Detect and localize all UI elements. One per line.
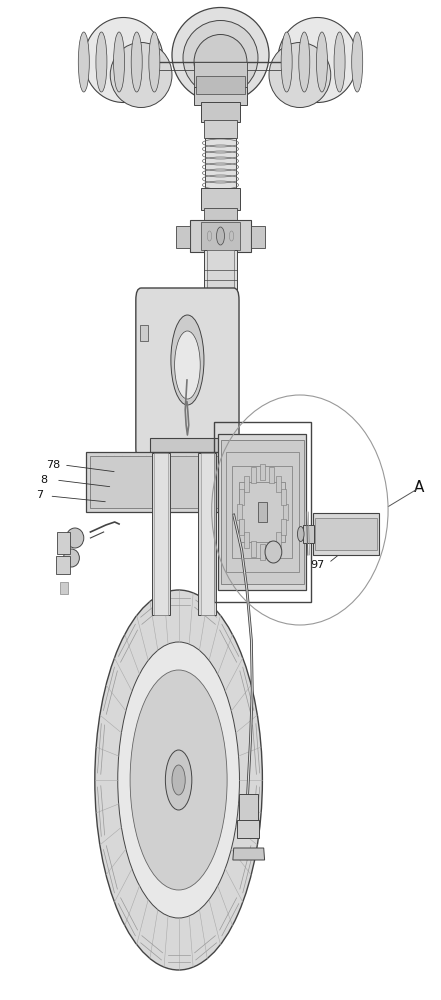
- Ellipse shape: [165, 750, 192, 810]
- Ellipse shape: [66, 528, 84, 548]
- Ellipse shape: [265, 541, 282, 563]
- Ellipse shape: [114, 32, 124, 92]
- Bar: [251, 467, 256, 483]
- Bar: [60, 582, 68, 594]
- Ellipse shape: [64, 549, 79, 567]
- Bar: [239, 482, 285, 542]
- Bar: [260, 464, 265, 480]
- Bar: [201, 102, 240, 122]
- Bar: [269, 467, 274, 483]
- Bar: [57, 532, 70, 554]
- Bar: [260, 544, 265, 560]
- Text: 97: 97: [310, 560, 325, 570]
- Ellipse shape: [299, 32, 310, 92]
- Bar: [207, 250, 234, 300]
- Bar: [239, 794, 258, 822]
- Bar: [194, 62, 247, 90]
- Ellipse shape: [217, 227, 224, 245]
- Bar: [239, 519, 244, 535]
- Bar: [281, 519, 286, 535]
- Ellipse shape: [95, 590, 262, 970]
- Bar: [201, 453, 214, 615]
- Bar: [201, 222, 240, 250]
- Text: 17: 17: [266, 505, 280, 515]
- Ellipse shape: [297, 526, 304, 542]
- Ellipse shape: [334, 32, 345, 92]
- Bar: [251, 541, 256, 557]
- Ellipse shape: [352, 32, 363, 92]
- Bar: [176, 226, 190, 248]
- Bar: [303, 525, 314, 543]
- Ellipse shape: [171, 315, 204, 405]
- Ellipse shape: [172, 765, 185, 795]
- Bar: [276, 532, 281, 548]
- Bar: [140, 325, 148, 341]
- Polygon shape: [233, 848, 265, 860]
- Bar: [190, 220, 251, 252]
- Bar: [239, 489, 244, 505]
- Bar: [243, 532, 249, 548]
- Bar: [86, 452, 304, 512]
- Bar: [218, 434, 306, 590]
- Bar: [315, 518, 377, 550]
- Ellipse shape: [78, 32, 89, 92]
- Text: 78: 78: [46, 460, 60, 470]
- Bar: [232, 466, 292, 558]
- Ellipse shape: [281, 32, 292, 92]
- Bar: [226, 452, 299, 572]
- FancyBboxPatch shape: [136, 288, 239, 460]
- Bar: [201, 188, 240, 210]
- Bar: [154, 453, 168, 615]
- Text: 8: 8: [41, 475, 48, 485]
- Ellipse shape: [172, 7, 269, 103]
- Ellipse shape: [278, 17, 357, 103]
- Text: A: A: [414, 481, 424, 495]
- Bar: [214, 422, 311, 602]
- Bar: [205, 138, 236, 190]
- Bar: [204, 120, 237, 138]
- Bar: [269, 541, 274, 557]
- Ellipse shape: [175, 331, 200, 399]
- Bar: [204, 250, 237, 300]
- Bar: [221, 440, 304, 584]
- Bar: [152, 453, 170, 615]
- Bar: [283, 504, 288, 520]
- Bar: [313, 513, 379, 555]
- Bar: [194, 87, 247, 105]
- Ellipse shape: [194, 34, 247, 90]
- Bar: [237, 504, 242, 520]
- Bar: [281, 489, 286, 505]
- Ellipse shape: [110, 42, 172, 107]
- Ellipse shape: [130, 670, 227, 890]
- Bar: [276, 476, 281, 492]
- Bar: [237, 820, 259, 838]
- Ellipse shape: [183, 20, 258, 96]
- Bar: [150, 438, 225, 452]
- Bar: [204, 208, 237, 222]
- Bar: [90, 456, 300, 508]
- Bar: [243, 476, 249, 492]
- Bar: [198, 453, 216, 615]
- Bar: [56, 556, 70, 574]
- Ellipse shape: [269, 42, 331, 107]
- Ellipse shape: [316, 32, 327, 92]
- Bar: [258, 502, 267, 522]
- Bar: [251, 226, 265, 248]
- Ellipse shape: [131, 32, 142, 92]
- Bar: [196, 76, 245, 94]
- Bar: [154, 452, 220, 464]
- Ellipse shape: [84, 17, 163, 103]
- Text: 7: 7: [36, 490, 43, 500]
- Ellipse shape: [118, 642, 239, 918]
- Ellipse shape: [149, 32, 160, 92]
- Ellipse shape: [96, 32, 107, 92]
